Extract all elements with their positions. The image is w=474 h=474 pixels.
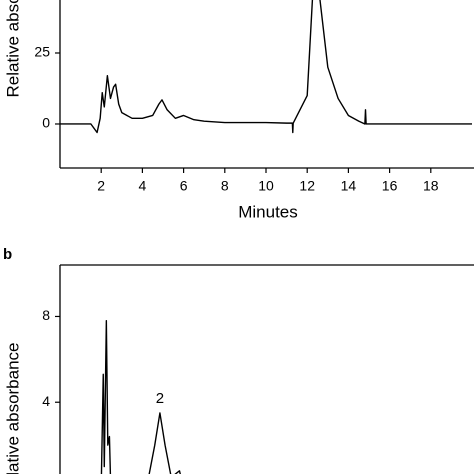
peak-annotation: 2 [156,390,164,407]
x-tick-label: 4 [139,178,147,194]
x-tick-label: 16 [382,178,398,194]
x-tick-label: 8 [221,178,229,194]
y-tick-label: 0 [42,115,50,131]
y-tick-label: 4 [42,393,50,409]
y-axis-label: Relative absorbance [3,343,22,474]
y-tick-label: 25 [34,44,50,60]
x-tick-label: 18 [423,178,439,194]
x-tick-label: 14 [341,178,357,194]
chromatogram-line [60,0,472,134]
x-axis-label: Minutes [238,202,298,221]
panel-label: b [3,246,12,263]
x-tick-label: 12 [299,178,315,194]
x-tick-label: 10 [258,178,274,194]
chromatogram-line [100,320,181,474]
x-tick-label: 2 [97,178,105,194]
y-tick-label: 8 [42,307,50,323]
y-axis-label: Relative absorbance [3,0,22,97]
x-tick-label: 6 [180,178,188,194]
